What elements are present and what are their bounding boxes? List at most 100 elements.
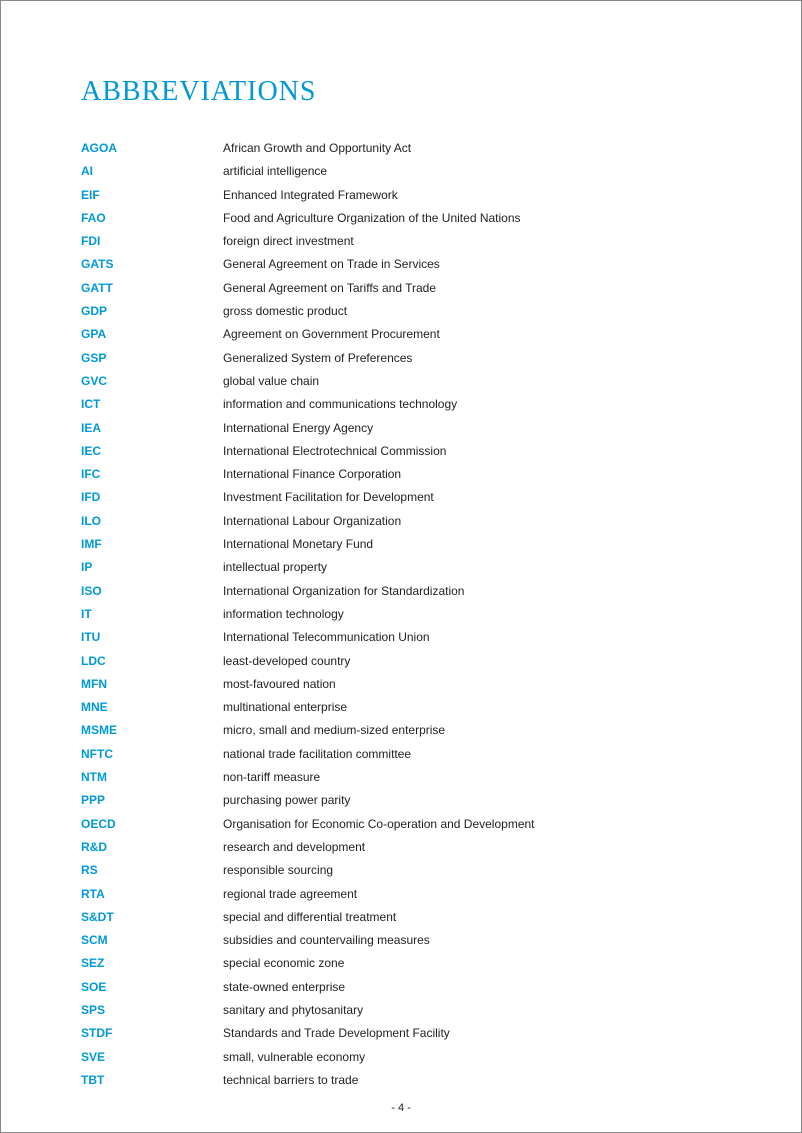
abbr-term: GSP xyxy=(81,350,223,367)
abbr-term: MSME xyxy=(81,722,223,739)
abbr-term: RS xyxy=(81,862,223,879)
abbr-term: R&D xyxy=(81,839,223,856)
abbr-row: RSresponsible sourcing xyxy=(81,862,721,879)
abbr-row: AIartificial intelligence xyxy=(81,163,721,180)
abbr-row: FDIforeign direct investment xyxy=(81,233,721,250)
abbr-term: IFC xyxy=(81,466,223,483)
abbr-definition: intellectual property xyxy=(223,559,327,576)
abbr-definition: research and development xyxy=(223,839,365,856)
abbr-definition: most-favoured nation xyxy=(223,676,336,693)
abbr-definition: African Growth and Opportunity Act xyxy=(223,140,411,157)
abbr-term: IT xyxy=(81,606,223,623)
abbr-row: NTMnon-tariff measure xyxy=(81,769,721,786)
abbr-term: SOE xyxy=(81,979,223,996)
abbr-definition: special and differential treatment xyxy=(223,909,396,926)
abbr-term: RTA xyxy=(81,886,223,903)
abbr-row: GSPGeneralized System of Preferences xyxy=(81,350,721,367)
abbr-term: ICT xyxy=(81,396,223,413)
abbr-row: IECInternational Electrotechnical Commis… xyxy=(81,443,721,460)
abbr-row: SEZspecial economic zone xyxy=(81,955,721,972)
abbr-term: IMF xyxy=(81,536,223,553)
abbr-term: STDF xyxy=(81,1025,223,1042)
abbr-definition: International Monetary Fund xyxy=(223,536,373,553)
abbr-term: SPS xyxy=(81,1002,223,1019)
abbr-definition: Food and Agriculture Organization of the… xyxy=(223,210,521,227)
abbr-row: MFNmost-favoured nation xyxy=(81,676,721,693)
abbr-definition: International Electrotechnical Commissio… xyxy=(223,443,446,460)
abbr-row: STDFStandards and Trade Development Faci… xyxy=(81,1025,721,1042)
abbr-definition: responsible sourcing xyxy=(223,862,333,879)
abbr-term: PPP xyxy=(81,792,223,809)
abbr-term: FDI xyxy=(81,233,223,250)
abbr-row: ISOInternational Organization for Standa… xyxy=(81,583,721,600)
abbr-row: IFDInvestment Facilitation for Developme… xyxy=(81,489,721,506)
abbr-term: MNE xyxy=(81,699,223,716)
abbr-row: NFTCnational trade facilitation committe… xyxy=(81,746,721,763)
abbr-row: GVCglobal value chain xyxy=(81,373,721,390)
abbr-definition: gross domestic product xyxy=(223,303,347,320)
abbr-row: SPSsanitary and phytosanitary xyxy=(81,1002,721,1019)
abbr-term: LDC xyxy=(81,653,223,670)
abbr-row: OECDOrganisation for Economic Co-operati… xyxy=(81,816,721,833)
abbr-row: GATTGeneral Agreement on Tariffs and Tra… xyxy=(81,280,721,297)
abbr-term: GVC xyxy=(81,373,223,390)
abbr-term: AI xyxy=(81,163,223,180)
abbr-definition: Standards and Trade Development Facility xyxy=(223,1025,450,1042)
abbr-row: IEAInternational Energy Agency xyxy=(81,420,721,437)
abbr-term: ITU xyxy=(81,629,223,646)
abbr-row: ITinformation technology xyxy=(81,606,721,623)
abbr-definition: multinational enterprise xyxy=(223,699,347,716)
abbr-term: IFD xyxy=(81,489,223,506)
abbr-definition: micro, small and medium-sized enterprise xyxy=(223,722,445,739)
abbr-definition: state-owned enterprise xyxy=(223,979,345,996)
abbr-row: GDPgross domestic product xyxy=(81,303,721,320)
page-title: ABBREVIATIONS xyxy=(81,76,721,108)
abbr-term: GATS xyxy=(81,256,223,273)
abbr-definition: Organisation for Economic Co-operation a… xyxy=(223,816,535,833)
abbreviations-table: AGOAAfrican Growth and Opportunity ActAI… xyxy=(81,140,721,1089)
abbr-row: MSMEmicro, small and medium-sized enterp… xyxy=(81,722,721,739)
abbr-definition: International Organization for Standardi… xyxy=(223,583,464,600)
abbr-term: GDP xyxy=(81,303,223,320)
abbr-definition: Investment Facilitation for Development xyxy=(223,489,434,506)
abbr-row: SCMsubsidies and countervailing measures xyxy=(81,932,721,949)
abbr-definition: special economic zone xyxy=(223,955,344,972)
abbr-definition: regional trade agreement xyxy=(223,886,357,903)
abbr-row: SVEsmall, vulnerable economy xyxy=(81,1049,721,1066)
abbr-term: GPA xyxy=(81,326,223,343)
abbr-row: GATSGeneral Agreement on Trade in Servic… xyxy=(81,256,721,273)
abbr-term: SEZ xyxy=(81,955,223,972)
abbr-definition: foreign direct investment xyxy=(223,233,354,250)
abbr-definition: purchasing power parity xyxy=(223,792,350,809)
abbr-row: RTAregional trade agreement xyxy=(81,886,721,903)
abbr-term: SVE xyxy=(81,1049,223,1066)
abbr-definition: least-developed country xyxy=(223,653,350,670)
abbr-row: EIFEnhanced Integrated Framework xyxy=(81,187,721,204)
abbr-term: S&DT xyxy=(81,909,223,926)
abbr-row: PPPpurchasing power parity xyxy=(81,792,721,809)
abbr-row: SOEstate-owned enterprise xyxy=(81,979,721,996)
abbr-definition: artificial intelligence xyxy=(223,163,327,180)
abbr-definition: non-tariff measure xyxy=(223,769,320,786)
page-number: - 4 - xyxy=(1,1102,801,1114)
abbr-definition: General Agreement on Trade in Services xyxy=(223,256,440,273)
abbr-definition: International Labour Organization xyxy=(223,513,401,530)
abbr-term: FAO xyxy=(81,210,223,227)
abbr-row: AGOAAfrican Growth and Opportunity Act xyxy=(81,140,721,157)
abbr-term: IP xyxy=(81,559,223,576)
abbr-term: GATT xyxy=(81,280,223,297)
abbr-term: SCM xyxy=(81,932,223,949)
abbr-row: S&DTspecial and differential treatment xyxy=(81,909,721,926)
abbr-definition: Agreement on Government Procurement xyxy=(223,326,440,343)
abbr-definition: Generalized System of Preferences xyxy=(223,350,412,367)
abbr-row: MNEmultinational enterprise xyxy=(81,699,721,716)
abbr-row: IPintellectual property xyxy=(81,559,721,576)
abbr-definition: General Agreement on Tariffs and Trade xyxy=(223,280,436,297)
abbr-definition: International Energy Agency xyxy=(223,420,373,437)
abbr-definition: technical barriers to trade xyxy=(223,1072,358,1089)
abbr-term: TBT xyxy=(81,1072,223,1089)
abbr-term: AGOA xyxy=(81,140,223,157)
abbr-term: ISO xyxy=(81,583,223,600)
abbr-definition: global value chain xyxy=(223,373,319,390)
abbr-row: GPAAgreement on Government Procurement xyxy=(81,326,721,343)
